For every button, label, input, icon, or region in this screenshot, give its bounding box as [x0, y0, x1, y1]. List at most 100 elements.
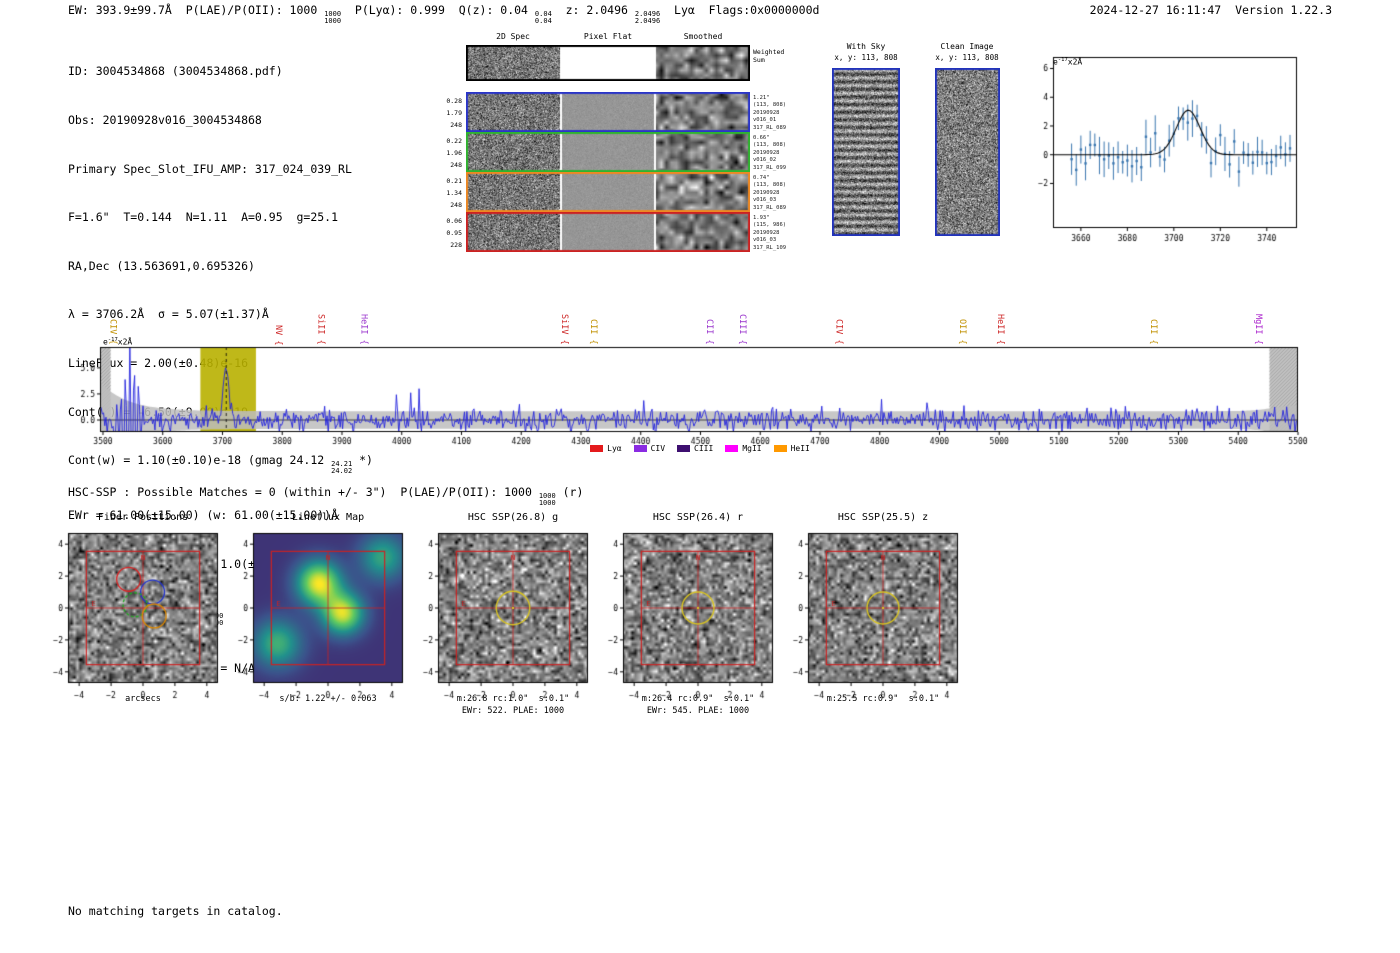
line-label-siiv-4: SiIV {: [558, 314, 569, 345]
legend-label: MgII: [742, 444, 762, 453]
header-plae-frac: 1000 1000: [324, 9, 342, 25]
montage-row-4-annotation: 1.93" (115, 986) 20190928 v016_03 317_RL_109: [753, 215, 787, 251]
cutout-panel-hsc-g: HSC SSP(26.8) g m:26.8 rc:1.0" s:0.1" EW…: [398, 512, 608, 732]
hsc-plae-frac: 1000 1000: [538, 491, 556, 507]
legend-item-civ: CIV: [633, 444, 666, 453]
header-plya-qz: P(Lyα): 0.999 Q(z): 0.04: [341, 3, 535, 17]
legend-item-ciii: CIII: [677, 444, 713, 453]
legend-item-mgii: MgII: [725, 444, 762, 453]
montage-title-pixelflat: Pixel Flat: [583, 32, 633, 41]
cutout-caption2: EWr: 522. PLAE: 1000: [461, 706, 565, 716]
cutout-panel-lineflux-map: Lineflux Map s/b: 1.22 +/- 0.063: [213, 512, 423, 732]
legend-swatch: [725, 445, 739, 452]
legend-label: Lyα: [607, 444, 622, 453]
line-label-ciii-7: CIII {: [736, 314, 747, 345]
line-label-cii-5: CII {: [588, 319, 599, 345]
montage-row-2-annotation: 0.66" (113, 808) 20190928 v016_02 317_RL_099: [753, 135, 787, 171]
montage-fiber1-image: [466, 92, 750, 132]
montage-title-2dspec: 2D Spec: [496, 32, 530, 41]
full-spectrum-plot: [70, 335, 1315, 450]
montage-fiber2-image: [466, 132, 750, 172]
cutout-title: HSC SSP(26.8) g: [467, 512, 559, 523]
cutout-caption: arcsecs: [125, 694, 161, 704]
montage-row-0-annotation: Weighted Sum: [753, 48, 785, 64]
footer-notes: No matching targets in catalog. Row inte…: [68, 871, 283, 953]
hsc-g-image: [398, 527, 598, 703]
cutout-title: HSC SSP(25.5) z: [837, 512, 929, 523]
withsky-title: With Sky: [846, 42, 886, 51]
withsky-image: [832, 68, 900, 236]
cutout-caption: m:25.5 rc:0.9" s:0.1": [826, 694, 940, 704]
clean-title: Clean Image: [940, 42, 994, 51]
info-obs: Obs: 20190928v016_3004534868: [68, 113, 262, 128]
emission-line-plot: [1020, 50, 1310, 250]
header-ew: EW: 393.9±99.7Å P(LAE)/P(OII): 1000: [68, 3, 325, 17]
clean-coords: x, y: 113, 808: [935, 53, 999, 62]
legend-label: CIII: [694, 444, 714, 453]
lineflux-map-image: [213, 527, 413, 703]
spectral-line-labels: CIV { NV { SiII { HeII { SiIV { CII { CII { CII…: [0, 294, 1400, 345]
cutout-title: Fiber Positions: [97, 512, 189, 523]
info-cont-w: Cont(w) = 1.10(±0.10)e-18 (gmag 24.12 24…: [68, 453, 373, 476]
line-label-heii-3: HeII {: [358, 314, 369, 345]
legend-label: CIV: [650, 444, 666, 453]
withsky-coords: x, y: 113, 808: [834, 53, 898, 62]
cutout-title: Lineflux Map: [291, 512, 365, 523]
hsc-matches-line: HSC-SSP : Possible Matches = 0 (within +…: [68, 485, 584, 507]
cutout-panel-hsc-r: HSC SSP(26.4) r m:26.4 rc:0.9" s:0.1" EW…: [583, 512, 793, 732]
info-ewr: EWr = 61.00(±15.00) (w: 61.00(±15.00))Å: [68, 508, 339, 523]
gmag-frac: 24.21 24.02: [331, 460, 353, 476]
cutout-caption: m:26.8 rc:1.0" s:0.1": [456, 694, 570, 704]
spectrum-legend: Lyα CIV CIII MgII HeII: [0, 444, 1400, 453]
line-label-cii-11: CII {: [1147, 319, 1158, 345]
line-label-cii-6: CII {: [704, 319, 715, 345]
cutout-caption: s/b: 1.22 +/- 0.063: [279, 694, 377, 704]
clean-image: [935, 68, 1000, 236]
line-label-nv-1: NV {: [273, 324, 284, 345]
montage-fiber3-image: [466, 172, 750, 212]
legend-item-heii: HeII: [773, 444, 810, 453]
legend-swatch: [677, 445, 691, 452]
header-class-flags: Lyα Flags:0x0000000d: [660, 3, 820, 17]
cutout-title: HSC SSP(26.4) r: [652, 512, 744, 523]
cutout-panel-hsc-z: HSC SSP(25.5) z m:25.5 rc:0.9" s:0.1": [768, 512, 978, 732]
report-header: EW: 393.9±99.7Å P(LAE)/P(OII): 1000 1000…: [68, 3, 819, 25]
footer-line-1: No matching targets in catalog.: [68, 904, 283, 918]
montage-row-1-values: 0.28 1.79 248: [446, 97, 462, 129]
fiber-positions-image: [28, 527, 228, 703]
montage-fiber4-image: [466, 212, 750, 252]
info-primary-amp: Primary Spec_Slot_IFU_AMP: 317_024_039_R…: [68, 161, 352, 176]
line-label-mgii-12: MgII {: [1253, 314, 1264, 345]
info-seeing: F=1.6" T=0.144 N=1.11 A=0.95 g=25.1: [68, 210, 339, 225]
montage-row-2-values: 0.22 1.96 248: [446, 137, 462, 169]
cutout-panel-fiber-positions: Fiber Positions arcsecs: [28, 512, 238, 732]
cutout-caption2: EWr: 545. PLAE: 1000: [646, 706, 750, 716]
legend-label: HeII: [790, 444, 810, 453]
line-label-siii-2: SiII {: [315, 314, 326, 345]
hsc-z-image: [768, 527, 968, 703]
line-label-oii-9: OII {: [956, 319, 967, 345]
main-flux-unit-label: e-17x2Å: [103, 337, 133, 347]
cutout-caption: m:26.4 rc:0.9" s:0.1": [641, 694, 755, 704]
line-label-heii-10: HeII {: [995, 314, 1006, 345]
info-radec: RA,Dec (13.563691,0.695326): [68, 258, 255, 273]
hsc-r-image: [583, 527, 783, 703]
montage-row-1-annotation: 1.21" (113, 808) 20190928 v016_01 317_RL_089: [753, 95, 787, 131]
montage-title-smoothed: Smoothed: [683, 32, 723, 41]
legend-swatch: [590, 445, 604, 452]
info-id: ID: 3004534868 (3004534868.pdf): [68, 64, 283, 79]
montage-row-3-annotation: 0.74" (113, 808) 20190928 v016_03 317_RL_089: [753, 175, 787, 211]
zoom-flux-unit-label: e-17x2Å: [1053, 57, 1083, 67]
legend-item-lyα: Lyα: [590, 444, 622, 453]
line-label-civ-0: CIV {: [107, 319, 118, 345]
header-z: z: 2.0496: [551, 3, 635, 17]
montage-row-4-values: 0.06 0.95 228: [446, 217, 462, 249]
montage-row-3-values: 0.21 1.34 248: [446, 177, 462, 209]
line-label-civ-8: CIV {: [833, 319, 844, 345]
montage-weighted-sum-image: [466, 45, 750, 81]
legend-swatch: [633, 445, 647, 452]
header-z-frac: 2.0496 2.0496: [634, 9, 661, 25]
header-datetime-version: 2024-12-27 16:11:47 Version 1.22.3: [1089, 3, 1332, 17]
info-lambda-sigma: λ = 3706.2Å σ = 5.07(±1.37)Å: [68, 307, 269, 322]
